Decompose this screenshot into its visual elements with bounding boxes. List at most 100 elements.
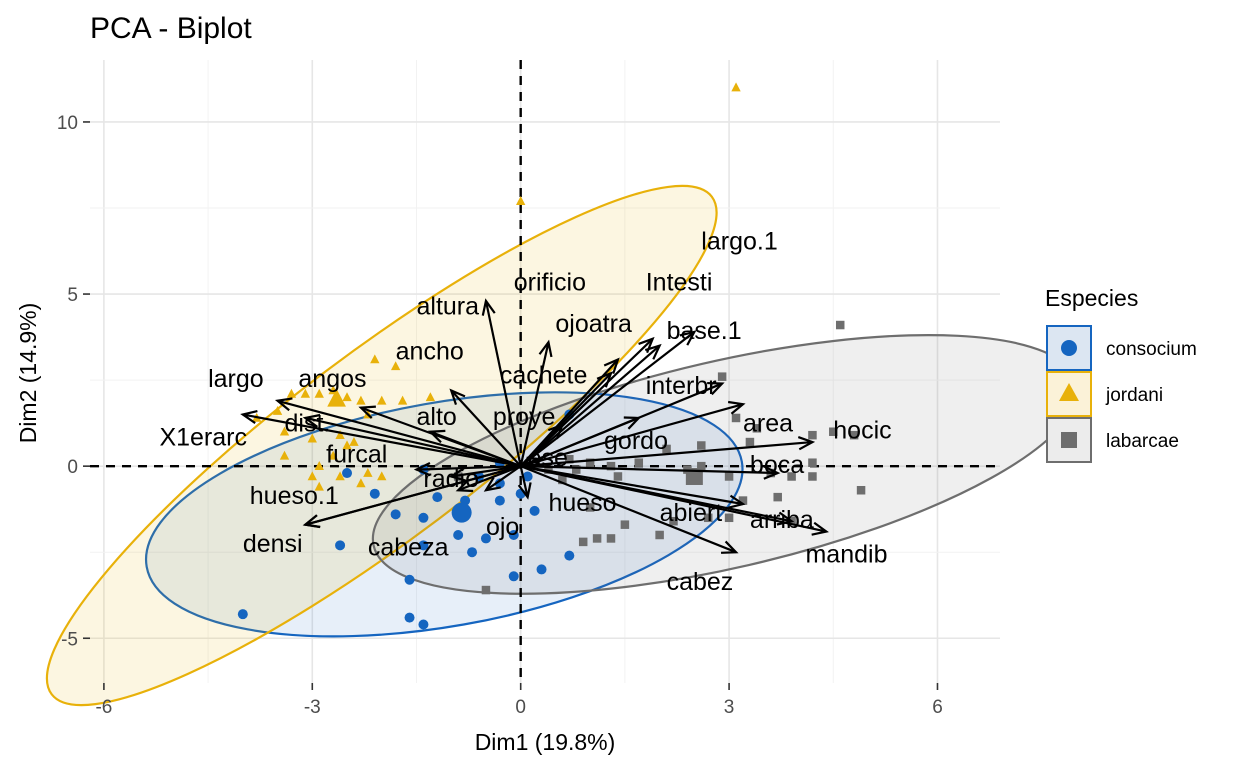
variable-label-ojo: ojo [486, 513, 519, 541]
y-tick-label: 5 [67, 285, 78, 306]
circle-marker-icon [1061, 340, 1077, 356]
arrow-radio [451, 465, 521, 478]
x-axis-title: Dim1 (19.8%) [475, 729, 616, 755]
arrowhead-cachete [596, 371, 613, 388]
point-labarcae [745, 437, 755, 447]
arrowhead-proye [547, 422, 565, 440]
variable-label-abiert: abiert [660, 499, 723, 527]
point-jordani [425, 392, 436, 402]
arrow-angos [360, 406, 522, 468]
centroid-jordani [327, 388, 346, 407]
variable-arrows [240, 298, 829, 554]
arrowhead-cabez [720, 540, 739, 554]
arrowhead-alto [427, 429, 446, 444]
legend: Especies consocium jordani labarcae [1045, 285, 1197, 463]
legend-label-consocium: consocium [1106, 339, 1197, 360]
variable-label-densi: densi [243, 530, 303, 558]
variable-label-largo: largo [208, 365, 264, 393]
arrow-proye [519, 424, 564, 467]
point-jordani [335, 471, 345, 481]
triangle-marker-icon [1059, 383, 1079, 401]
point-labarcae [620, 520, 630, 529]
arrow-cabeza [457, 465, 522, 492]
arrowhead-boca [763, 465, 781, 480]
point-jordani [272, 405, 283, 415]
point-consocium [467, 547, 478, 558]
point-consocium [404, 612, 415, 623]
point-labarcae [606, 461, 616, 471]
point-jordani [314, 481, 324, 491]
variable-label-hocic: hocic [833, 417, 891, 445]
point-labarcae [724, 472, 734, 481]
variable-label-interbr: interbr [646, 372, 717, 400]
arrowhead-ancho [449, 388, 466, 406]
legend-item-labarcae: labarcae [1046, 417, 1179, 463]
arrowhead-mandib [811, 521, 829, 536]
arrowhead-hocic [797, 436, 816, 451]
variable-label-boca: boca [750, 451, 804, 479]
variable-label-area: area [743, 410, 793, 438]
point-jordani [356, 478, 366, 488]
arrow-abiert [520, 465, 744, 506]
point-jordani [377, 395, 387, 405]
point-labarcae [808, 458, 817, 467]
arrowhead-ojoatra [603, 357, 620, 375]
point-jordani [300, 388, 311, 398]
y-axis-title: Dim2 (14.9%) [15, 303, 41, 444]
point-consocium [237, 609, 248, 620]
y-axis: -5 0 5 10 [57, 113, 90, 650]
arrowhead-ojo [483, 476, 501, 492]
chart-title: PCA - Biplot [90, 12, 252, 45]
arrowhead-radio [448, 467, 466, 482]
arrow-area [520, 403, 744, 468]
point-labarcae [752, 424, 762, 433]
point-labarcae [558, 475, 567, 485]
point-jordani [307, 471, 317, 481]
point-jordani [314, 461, 324, 470]
variable-label-base.1: base.1 [667, 317, 742, 345]
point-labarcae [849, 430, 859, 440]
variable-label-altura: altura [416, 293, 479, 321]
point-consocium [508, 529, 519, 540]
variable-label-hueso: hueso [548, 489, 616, 517]
x-tick-label: -6 [95, 697, 112, 718]
variable-labels: largo.1 Intesti base.1 ojoatra orificio cache… [159, 227, 891, 596]
variable-label-mandib: mandib [805, 541, 887, 569]
arrowhead-arriba [776, 511, 795, 526]
variable-label-radio: radio [423, 465, 479, 493]
point-consocium [342, 468, 353, 479]
variable-label-alto: alto [416, 403, 456, 431]
point-consocium [529, 505, 540, 516]
legend-item-consocium: consocium [1046, 325, 1197, 371]
point-consocium [536, 564, 547, 575]
variable-label-hueso.1: hueso.1 [250, 482, 339, 510]
point-labarcae [787, 472, 796, 481]
point-consocium [494, 478, 505, 489]
plot-panel: largo.1 Intesti base.1 ojoatra orificio cache… [45, 60, 1080, 707]
square-marker-icon [1061, 432, 1077, 448]
point-labarcae [808, 472, 817, 481]
arrow-altura [484, 300, 522, 467]
x-tick-label: 6 [932, 697, 943, 718]
point-labarcae [697, 461, 706, 471]
group-centroids [327, 388, 703, 523]
arrowhead-gordo [623, 416, 642, 430]
point-consocium [418, 540, 429, 551]
point-labarcae [634, 458, 644, 467]
point-jordani [349, 436, 359, 446]
point-labarcae [697, 441, 706, 450]
point-jordani [279, 426, 290, 436]
centroid-consocium [451, 502, 472, 523]
x-axis: -6 -3 0 3 6 [95, 683, 943, 718]
point-labarcae [565, 455, 574, 464]
centroid-labarcae [685, 467, 703, 485]
point-jordani [307, 433, 317, 443]
variable-label-X1erarc: X1erarc [159, 424, 247, 452]
point-consocium [390, 509, 401, 520]
variable-label-furcal: furcal [326, 441, 387, 469]
point-jordani [516, 196, 526, 205]
point-labarcae [738, 496, 748, 505]
variable-label-ancho: ancho [396, 337, 464, 365]
arrow-largo.1 [520, 331, 696, 468]
arrowhead-largo [274, 397, 293, 412]
